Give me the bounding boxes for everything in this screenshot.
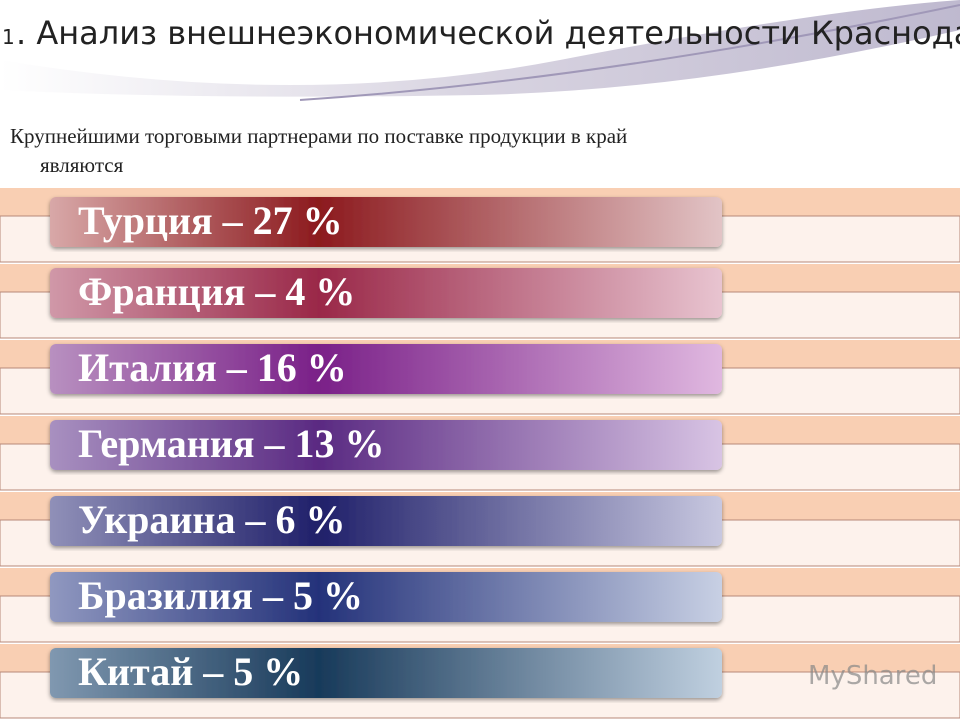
swoosh-line xyxy=(299,4,960,101)
item-label: Италия – 16 % xyxy=(78,345,347,390)
watermark: MyShared xyxy=(808,661,937,691)
subtitle: Крупнейшими торговыми партнерами по пост… xyxy=(10,124,627,177)
swoosh xyxy=(0,0,960,97)
item-bar xyxy=(50,268,722,318)
item-bar xyxy=(50,197,722,247)
item-bar xyxy=(50,648,722,698)
item-label: Бразилия – 5 % xyxy=(78,573,363,618)
item-label: Франция – 4 % xyxy=(78,269,355,314)
item-bar xyxy=(50,344,722,394)
item-label: Украина – 6 % xyxy=(78,497,345,542)
item-bar xyxy=(50,496,722,546)
item-label: Турция – 27 % xyxy=(78,198,343,243)
item-label: Китай – 5 % xyxy=(78,649,303,694)
item-bar xyxy=(50,572,722,622)
title-number: 1 xyxy=(2,25,15,49)
item-label: Германия – 13 % xyxy=(78,421,385,466)
item-bar xyxy=(50,420,722,470)
title: . Анализ внешнеэкономической деятельност… xyxy=(16,14,960,52)
